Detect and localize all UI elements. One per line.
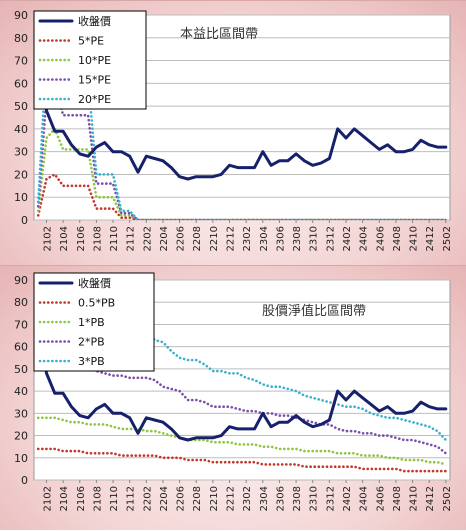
y-tick-label: 10 [14,452,28,465]
x-tick-label: 2308 [292,486,303,511]
x-tick-label: 2210 [209,226,220,251]
legend-label: 10*PE [78,54,111,67]
series-line-3 [36,82,448,220]
x-tick-label: 2310 [309,486,320,511]
legend-box [33,272,155,372]
x-tick-label: 2406 [375,486,386,511]
series-line-1 [36,173,448,220]
x-tick-label: 2302 [242,226,253,251]
y-tick-label: 60 [14,341,28,354]
x-tick-label: 2312 [325,486,336,511]
legend-label: 15*PE [78,74,111,87]
legend-label: 5*PE [78,35,104,48]
legend-label: 20*PE [78,93,111,106]
legend-label: 3*PB [78,355,105,368]
x-tick-label: 2402 [342,226,353,251]
x-tick-label: 2408 [392,226,403,251]
x-tick-label: 2410 [409,486,420,511]
x-tick-label: 2106 [76,226,87,251]
series-line-3 [36,354,448,455]
x-tick-label: 2408 [392,486,403,511]
x-tick-label: 2208 [192,486,203,511]
x-tick-label: 2312 [325,226,336,251]
y-tick-label: 50 [14,100,28,113]
x-tick-label: 2502 [442,226,453,251]
y-tick-label: 70 [14,55,28,68]
x-tick-label: 2102 [42,486,53,511]
y-tick-label: 30 [14,407,28,420]
y-tick-label: 40 [14,123,28,136]
series-line-2 [36,416,448,466]
legend-label: 收盤價 [78,14,111,28]
x-tick-label: 2202 [142,486,153,511]
pb-band-chart: 0 10 20 30 40 50 60 70 80 90 2102 2104 2106 2108 2110 2… [14,272,453,511]
x-tick-label: 2212 [226,486,237,511]
x-tick-label: 2412 [425,226,436,251]
series-line-0 [36,59,448,181]
x-tick-label: 2212 [226,226,237,251]
x-tick-label: 2310 [309,226,320,251]
x-tick-label: 2106 [76,486,87,511]
x-tick-label: 2406 [375,226,386,251]
y-tick-label: 0 [21,474,28,487]
y-tick-label: 80 [14,296,28,309]
x-tick-label: 2404 [359,486,370,511]
x-tick-label: 2410 [409,226,420,251]
x-tick-label: 2102 [42,226,53,251]
x-tick-label: 2206 [176,486,187,511]
x-tick-label: 2108 [92,486,103,511]
y-tick-label: 60 [14,77,28,90]
x-tick-label: 2210 [209,486,220,511]
y-tick-label: 80 [14,32,28,45]
chart-title: 股價淨值比區間帶 [262,303,366,319]
legend-label: 2*PB [78,336,105,349]
y-tick-label: 20 [14,430,28,443]
y-tick-label: 10 [14,191,28,204]
x-tick-label: 2204 [159,486,170,511]
y-tick-label: 90 [14,9,28,22]
x-tick-label: 2104 [59,226,70,251]
x-tick-label: 2112 [126,486,137,511]
x-tick-label: 2104 [59,486,70,511]
x-tick-label: 2306 [275,226,286,251]
pe-band-chart: 0 10 20 30 40 50 60 70 80 90 2102 2104 2106 2108 2110 2… [14,9,453,251]
legend-label: 收盤價 [78,276,111,290]
x-tick-label: 2202 [142,226,153,251]
x-tick-label: 2412 [425,486,436,511]
legend-label: 0.5*PB [78,297,115,310]
x-tick-label: 2302 [242,486,253,511]
x-tick-label: 2306 [275,486,286,511]
x-tick-label: 2304 [259,486,270,511]
x-tick-label: 2404 [359,226,370,251]
x-tick-label: 2308 [292,226,303,251]
x-tick-label: 2110 [109,226,120,251]
x-tick-label: 2204 [159,226,170,251]
x-tick-label: 2108 [92,226,103,251]
x-tick-label: 2304 [259,226,270,251]
y-tick-label: 40 [14,385,28,398]
x-tick-label: 2402 [342,486,353,511]
legend-label: 1*PB [78,316,105,329]
legend-box [33,10,147,110]
y-tick-label: 0 [21,214,28,227]
x-tick-label: 2110 [109,486,120,511]
y-tick-label: 70 [14,318,28,331]
pb-band-panel: 0 10 20 30 40 50 60 70 80 90 2102 2104 2106 2108 2110 2… [0,265,466,530]
chart-title: 本益比區間帶 [180,27,258,42]
y-tick-label: 30 [14,146,28,159]
y-tick-label: 90 [14,274,28,287]
series-line-0 [36,322,448,442]
x-tick-label: 2208 [192,226,203,251]
y-tick-label: 50 [14,363,28,376]
pe-band-panel: 0 10 20 30 40 50 60 70 80 90 2102 2104 2106 2108 2110 2… [0,0,466,265]
series-line-1 [36,447,448,473]
x-tick-label: 2502 [442,486,453,511]
x-tick-label: 2206 [176,226,187,251]
x-tick-label: 2112 [126,226,137,251]
y-tick-label: 20 [14,168,28,181]
